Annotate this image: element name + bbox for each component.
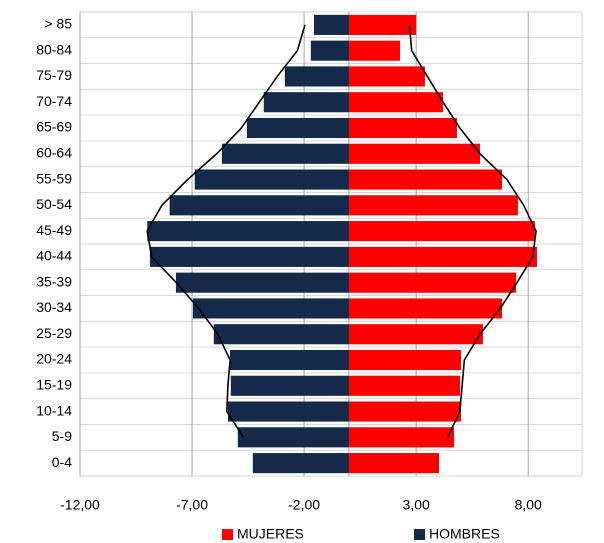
outline-line: [408, 24, 537, 438]
bar: [348, 298, 502, 319]
legend-swatch: [222, 529, 233, 540]
bar: [252, 453, 349, 474]
bar: [348, 66, 425, 87]
bar: [229, 349, 349, 371]
bar: [348, 169, 502, 190]
y-tick-label: 5-9: [52, 428, 72, 444]
bar: [284, 66, 349, 87]
legend-label: MUJERES: [237, 526, 304, 542]
y-tick-label: 50-54: [36, 196, 72, 212]
y-tick-label: 0-4: [52, 454, 72, 470]
y-tick-label: 25-29: [36, 325, 72, 341]
bar: [246, 117, 349, 139]
bar: [348, 272, 517, 293]
bar: [263, 92, 349, 113]
bar: [348, 375, 461, 396]
outline-line: [146, 24, 306, 438]
bar: [230, 375, 349, 396]
x-tick-label: 3,00: [403, 497, 430, 513]
bar: [348, 324, 483, 345]
bar: [213, 324, 349, 345]
bar: [348, 92, 444, 113]
y-tick-label: 40-44: [36, 248, 72, 264]
bar: [310, 40, 349, 61]
y-tick-label: > 85: [44, 16, 72, 32]
bar: [348, 143, 481, 164]
bar: [348, 14, 417, 35]
y-tick-label: 45-49: [36, 222, 72, 238]
legend-label: HOMBRES: [429, 526, 500, 542]
bar: [192, 298, 349, 319]
bar: [169, 195, 349, 216]
bar: [348, 401, 461, 422]
x-tick-label: -2,00: [288, 497, 320, 513]
y-tick-label: 15-19: [36, 376, 72, 392]
y-tick-label: 30-34: [36, 299, 72, 315]
bar: [348, 40, 401, 61]
y-tick-label: 70-74: [36, 93, 72, 109]
bar: [147, 221, 349, 242]
x-tick-label: 8,00: [515, 497, 542, 513]
x-tick-label: -12,00: [60, 497, 100, 513]
bar: [348, 246, 537, 267]
bar: [221, 143, 349, 164]
bar: [237, 427, 349, 448]
bar: [227, 401, 349, 422]
bar: [348, 117, 457, 139]
y-tick-label: 65-69: [36, 119, 72, 135]
bar: [194, 169, 349, 190]
bar: [149, 246, 349, 267]
bar: [348, 195, 518, 216]
y-tick-label: 60-64: [36, 144, 72, 160]
legend-swatch: [414, 529, 425, 540]
y-tick-label: 75-79: [36, 67, 72, 83]
bar: [348, 349, 461, 371]
y-tick-label: 35-39: [36, 273, 72, 289]
bar: [313, 14, 349, 35]
bar: [348, 453, 440, 474]
y-tick-label: 55-59: [36, 170, 72, 186]
bar: [348, 221, 535, 242]
bar: [348, 427, 455, 448]
y-tick-label: 80-84: [36, 41, 72, 57]
x-tick-label: -7,00: [176, 497, 208, 513]
y-tick-label: 20-24: [36, 351, 72, 367]
bar: [175, 272, 349, 293]
y-tick-label: 10-14: [36, 402, 72, 418]
